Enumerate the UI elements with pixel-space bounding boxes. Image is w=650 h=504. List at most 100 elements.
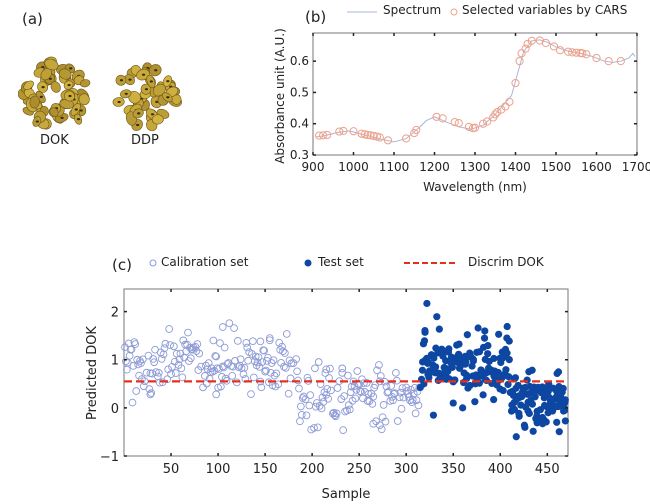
cars-point xyxy=(450,118,459,127)
panel-c-label: (c) xyxy=(112,256,132,274)
calibration-point xyxy=(311,364,319,373)
calibration-point xyxy=(216,339,224,347)
root-piece xyxy=(136,68,150,81)
cars-point xyxy=(568,48,577,57)
test-point xyxy=(449,399,457,407)
prediction-chart: 50 100 150 200 250 300 350 400 450 −1 0 1 2 Sample P… xyxy=(85,288,569,502)
cars-point xyxy=(323,130,332,140)
calibration-point xyxy=(217,382,225,391)
calibration-point xyxy=(360,379,368,388)
calibration-point xyxy=(301,395,310,404)
test-point xyxy=(435,325,443,333)
test-point xyxy=(528,400,536,408)
calibration-point xyxy=(159,350,168,359)
calibration-point xyxy=(281,364,290,372)
calibration-point xyxy=(297,410,306,419)
panel-a-label: (a) xyxy=(22,10,43,28)
calibration-point xyxy=(414,401,423,410)
calibration-point xyxy=(197,362,205,371)
test-point xyxy=(418,366,427,374)
calibration-point xyxy=(218,362,227,371)
calibration-point xyxy=(292,355,300,363)
calibration-point xyxy=(386,397,395,405)
calibration-point xyxy=(212,390,221,399)
calibration-point xyxy=(265,334,274,342)
root-piece xyxy=(78,93,90,106)
x-tick-label: 900 xyxy=(302,160,325,174)
y-tick-label: 0.3 xyxy=(290,148,309,162)
cars-point xyxy=(402,134,411,143)
test-point xyxy=(512,433,520,441)
calibration-point xyxy=(218,323,227,331)
calibration-point xyxy=(339,426,348,434)
calibration-point xyxy=(376,421,384,430)
calibration-point xyxy=(210,366,219,375)
panel-b-label: (b) xyxy=(305,8,327,26)
dok-photo-label: DOK xyxy=(40,133,69,148)
root-piece xyxy=(120,89,132,99)
x-tick-label: 400 xyxy=(488,462,513,477)
test-point xyxy=(525,409,533,418)
root-piece xyxy=(63,90,75,102)
cars-point xyxy=(366,131,375,140)
calibration-point xyxy=(395,393,404,402)
calibration-point xyxy=(236,355,245,364)
calibration-point xyxy=(145,385,154,393)
root-piece xyxy=(37,81,49,93)
calibration-point xyxy=(166,341,174,349)
calibration-point xyxy=(131,340,140,348)
calibration-point xyxy=(341,407,349,416)
root-piece xyxy=(124,74,135,86)
calibration-point xyxy=(379,401,388,409)
test-point xyxy=(529,427,537,435)
cars-point xyxy=(582,50,591,59)
x-tick-label: 350 xyxy=(441,462,466,477)
calibration-point xyxy=(338,364,347,373)
calibration-point xyxy=(345,405,354,414)
spectrum-chart: 900 1000 1100 1200 1300 1400 1500 1600 1700 0.3 0.… xyxy=(273,28,650,194)
cars-point xyxy=(555,46,565,55)
calibration-point xyxy=(147,389,156,397)
test-point xyxy=(448,363,456,371)
root-piece xyxy=(112,97,125,107)
root-piece xyxy=(50,81,61,93)
calibration-point xyxy=(128,398,137,407)
calibration-point xyxy=(306,391,315,399)
root-piece xyxy=(70,103,81,116)
calibration-point xyxy=(171,369,180,377)
calibration-point xyxy=(138,355,147,364)
calibration-point xyxy=(358,375,366,384)
root-piece xyxy=(162,75,172,88)
legend-circle-swatch xyxy=(450,8,458,16)
calibration-point xyxy=(373,366,381,375)
root-piece xyxy=(79,79,91,88)
legend-test-label: Test set xyxy=(318,255,364,269)
cars-point xyxy=(432,112,441,121)
calibration-point xyxy=(305,401,314,410)
calibration-point xyxy=(278,342,286,351)
calibration-point xyxy=(178,373,187,382)
calibration-point xyxy=(353,367,362,375)
calibration-point xyxy=(137,359,145,367)
calibration-point xyxy=(369,419,378,428)
calibration-point xyxy=(328,409,337,418)
calibration-point xyxy=(193,340,202,348)
calibration-point xyxy=(332,409,341,418)
calibration-point xyxy=(284,389,293,398)
test-point xyxy=(474,324,482,332)
calibration-point xyxy=(144,351,153,360)
test-point xyxy=(504,380,512,389)
root-piece xyxy=(132,108,144,119)
test-point xyxy=(499,386,507,395)
calibration-point xyxy=(165,325,174,333)
test-point xyxy=(480,334,489,342)
x-tick-label: 450 xyxy=(535,462,560,477)
y-tick-label: 0.6 xyxy=(290,54,309,68)
cars-point xyxy=(369,131,378,141)
cars-point xyxy=(314,131,324,140)
calibration-point xyxy=(293,367,301,376)
calibration-point xyxy=(155,378,164,387)
calibration-point xyxy=(254,353,263,362)
calibration-point xyxy=(179,336,188,345)
test-point xyxy=(484,342,492,350)
